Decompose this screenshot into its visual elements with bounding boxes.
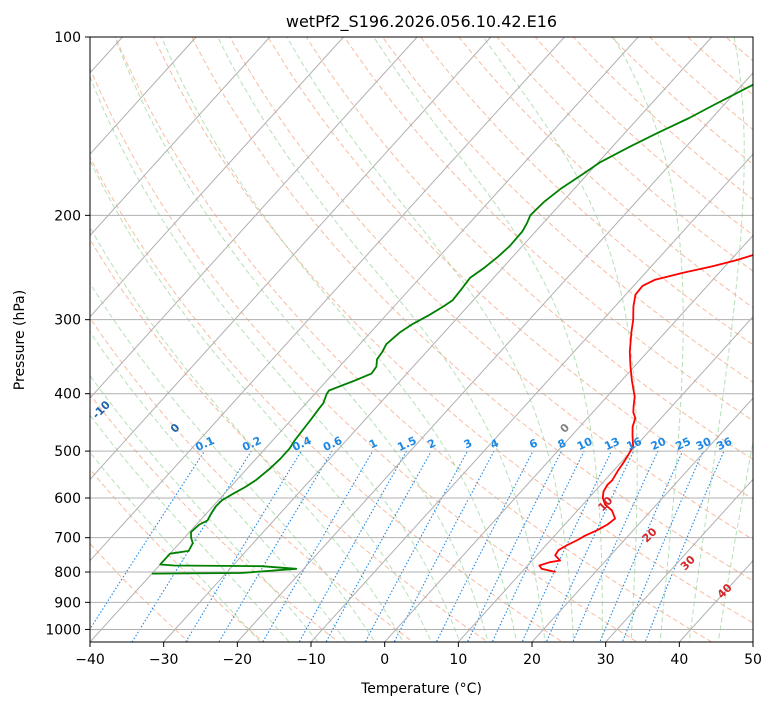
mixing-ratio-line: [521, 450, 612, 642]
profile-lines: [151, 83, 753, 575]
moist-adiabat-line: [688, 37, 745, 642]
x-tick-label: 50: [744, 652, 762, 668]
dry-adiabat-line: [90, 317, 414, 642]
mixing-ratio-line: [621, 450, 704, 642]
dry-adiabat-line: [90, 468, 265, 642]
y-tick-label: 400: [54, 387, 81, 403]
isotherm-line: [310, 153, 753, 642]
dry-adiabat-line: [534, 37, 753, 236]
moist-adiabat-line: [90, 282, 376, 642]
dry-adiabat-line: [114, 37, 713, 642]
dry-adiabat-line: [90, 67, 639, 642]
dry-adiabat-line: [343, 37, 753, 422]
y-tick-label: 600: [54, 491, 81, 507]
mixing-ratio-line: [218, 450, 333, 642]
isotherm-line: [531, 397, 753, 642]
isotherm-line: [384, 234, 753, 642]
temperature-profile-line: [538, 254, 753, 573]
mixing-ratio-label: 10: [575, 435, 595, 453]
x-tick-label: 20: [523, 652, 541, 668]
mixing-ratio-line: [325, 450, 432, 642]
y-tick-label: 900: [54, 595, 81, 611]
moist-adiabat-line: [717, 440, 753, 642]
isotherm-line: [90, 37, 418, 399]
mixing-ratio-line: [131, 450, 252, 642]
isotherm-line: [90, 37, 639, 642]
mixing-ratio-line: [90, 450, 205, 631]
x-tick-label: 0: [380, 652, 389, 668]
isotherm-line: [457, 316, 753, 642]
dry-adiabat-line: [648, 37, 753, 131]
mixing-ratio-label: 20: [649, 435, 669, 453]
mixing-ratio-line: [491, 450, 585, 642]
dry-adiabat-line: [90, 393, 340, 642]
mixing-ratio-line: [644, 450, 725, 642]
mixing-ratio-line: [466, 450, 562, 642]
mixing-ratio-label: 36: [715, 435, 735, 453]
isotherm-line: [90, 37, 565, 562]
x-tick-label: 10: [449, 652, 467, 668]
mixing-ratio-line: [262, 450, 374, 642]
y-axis-label: Pressure (hPa): [12, 290, 28, 390]
moist-adiabat-line: [217, 37, 546, 642]
isotherm-line: [236, 72, 753, 642]
dry-adiabat-line: [305, 37, 753, 461]
x-tick-label: −40: [75, 652, 105, 668]
y-tick-label: 100: [54, 30, 81, 46]
plot-frame: [89, 36, 754, 643]
y-tick-label: 800: [54, 565, 81, 581]
dry-adiabat-line: [229, 37, 753, 541]
x-tick-label: 30: [597, 652, 615, 668]
x-tick-label: −30: [149, 652, 179, 668]
isotherm-line: [90, 37, 344, 318]
isotherm-line: [163, 37, 713, 642]
y-tick-label: 700: [54, 531, 81, 547]
isotherm-line: [90, 37, 197, 155]
dry-adiabat-line: [153, 37, 753, 624]
y-tick-label: 200: [54, 208, 81, 224]
dry-adiabat-line: [458, 37, 753, 309]
dry-adiabat-line: [267, 37, 753, 500]
x-axis-label: Temperature (°C): [360, 681, 482, 697]
isotherm-line: [90, 37, 492, 481]
x-tick-label: 40: [670, 652, 688, 668]
background-lines: [90, 37, 753, 642]
chart-title: wetPf2_S196.2026.056.10.42.E16: [286, 12, 557, 32]
x-tick-label: −20: [223, 652, 253, 668]
dry-adiabat-line: [420, 37, 753, 346]
mixing-ratio-line: [185, 450, 302, 642]
x-tick-label: −10: [296, 652, 326, 668]
mixing-ratio-label: 30: [694, 435, 714, 453]
isotherm-line: [605, 478, 753, 642]
isotherm-line: [90, 37, 271, 237]
mixing-ratio-line: [298, 450, 407, 642]
dewpoint-profile-line: [151, 83, 753, 575]
y-tick-label: 1000: [45, 622, 81, 638]
mixing-ratio-line: [435, 450, 534, 642]
axes: −40 −30 −20 −10 0 10 20 30 40 50 100 200 300 400 500 60…: [45, 30, 762, 668]
dry-adiabat-line: [381, 37, 753, 383]
mixing-ratio-label: 16: [625, 435, 645, 453]
y-tick-label: 300: [54, 313, 81, 329]
y-tick-label: 500: [54, 444, 81, 460]
mixing-ratio-label: 13: [602, 435, 621, 453]
mixing-ratio-label: 25: [673, 435, 692, 453]
mixing-ratio-line: [545, 450, 635, 642]
